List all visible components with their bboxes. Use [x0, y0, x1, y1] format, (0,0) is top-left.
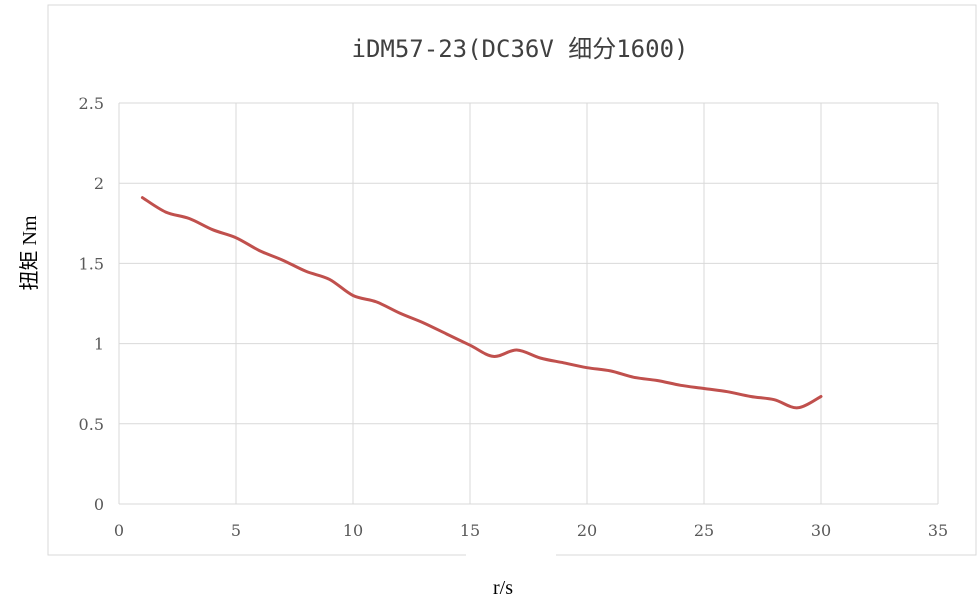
- x-tick-label: 30: [811, 521, 831, 540]
- x-tick-label: 35: [928, 521, 948, 540]
- y-tick-labels: 0 0.5 1 1.5 2 2.5: [79, 94, 104, 514]
- chart-area: [47, 4, 977, 556]
- x-tick-label: 0: [114, 521, 124, 540]
- y-tick-label: 0.5: [79, 415, 104, 434]
- torque-series-line: [140, 196, 823, 410]
- gridlines: [118, 102, 939, 505]
- x-tick-label: 20: [577, 521, 597, 540]
- x-tick-label: 10: [343, 521, 363, 540]
- x-tick-labels: 0 5 10 15 20 25 30 35: [114, 521, 948, 540]
- y-axis-label: 扭矩 Nm: [18, 215, 41, 290]
- chart-title: iDM57-23(DC36V 细分1600): [352, 35, 689, 63]
- y-tick-label: 2: [94, 174, 104, 193]
- x-tick-label: 5: [231, 521, 241, 540]
- y-tick-label: 1: [94, 335, 104, 354]
- x-axis-label: r/s: [493, 577, 513, 599]
- x-tick-label: 25: [694, 521, 714, 540]
- y-tick-label: 2.5: [79, 94, 104, 113]
- y-tick-label: 0: [94, 495, 104, 514]
- y-tick-label: 1.5: [79, 254, 104, 273]
- x-tick-label: 15: [460, 521, 480, 540]
